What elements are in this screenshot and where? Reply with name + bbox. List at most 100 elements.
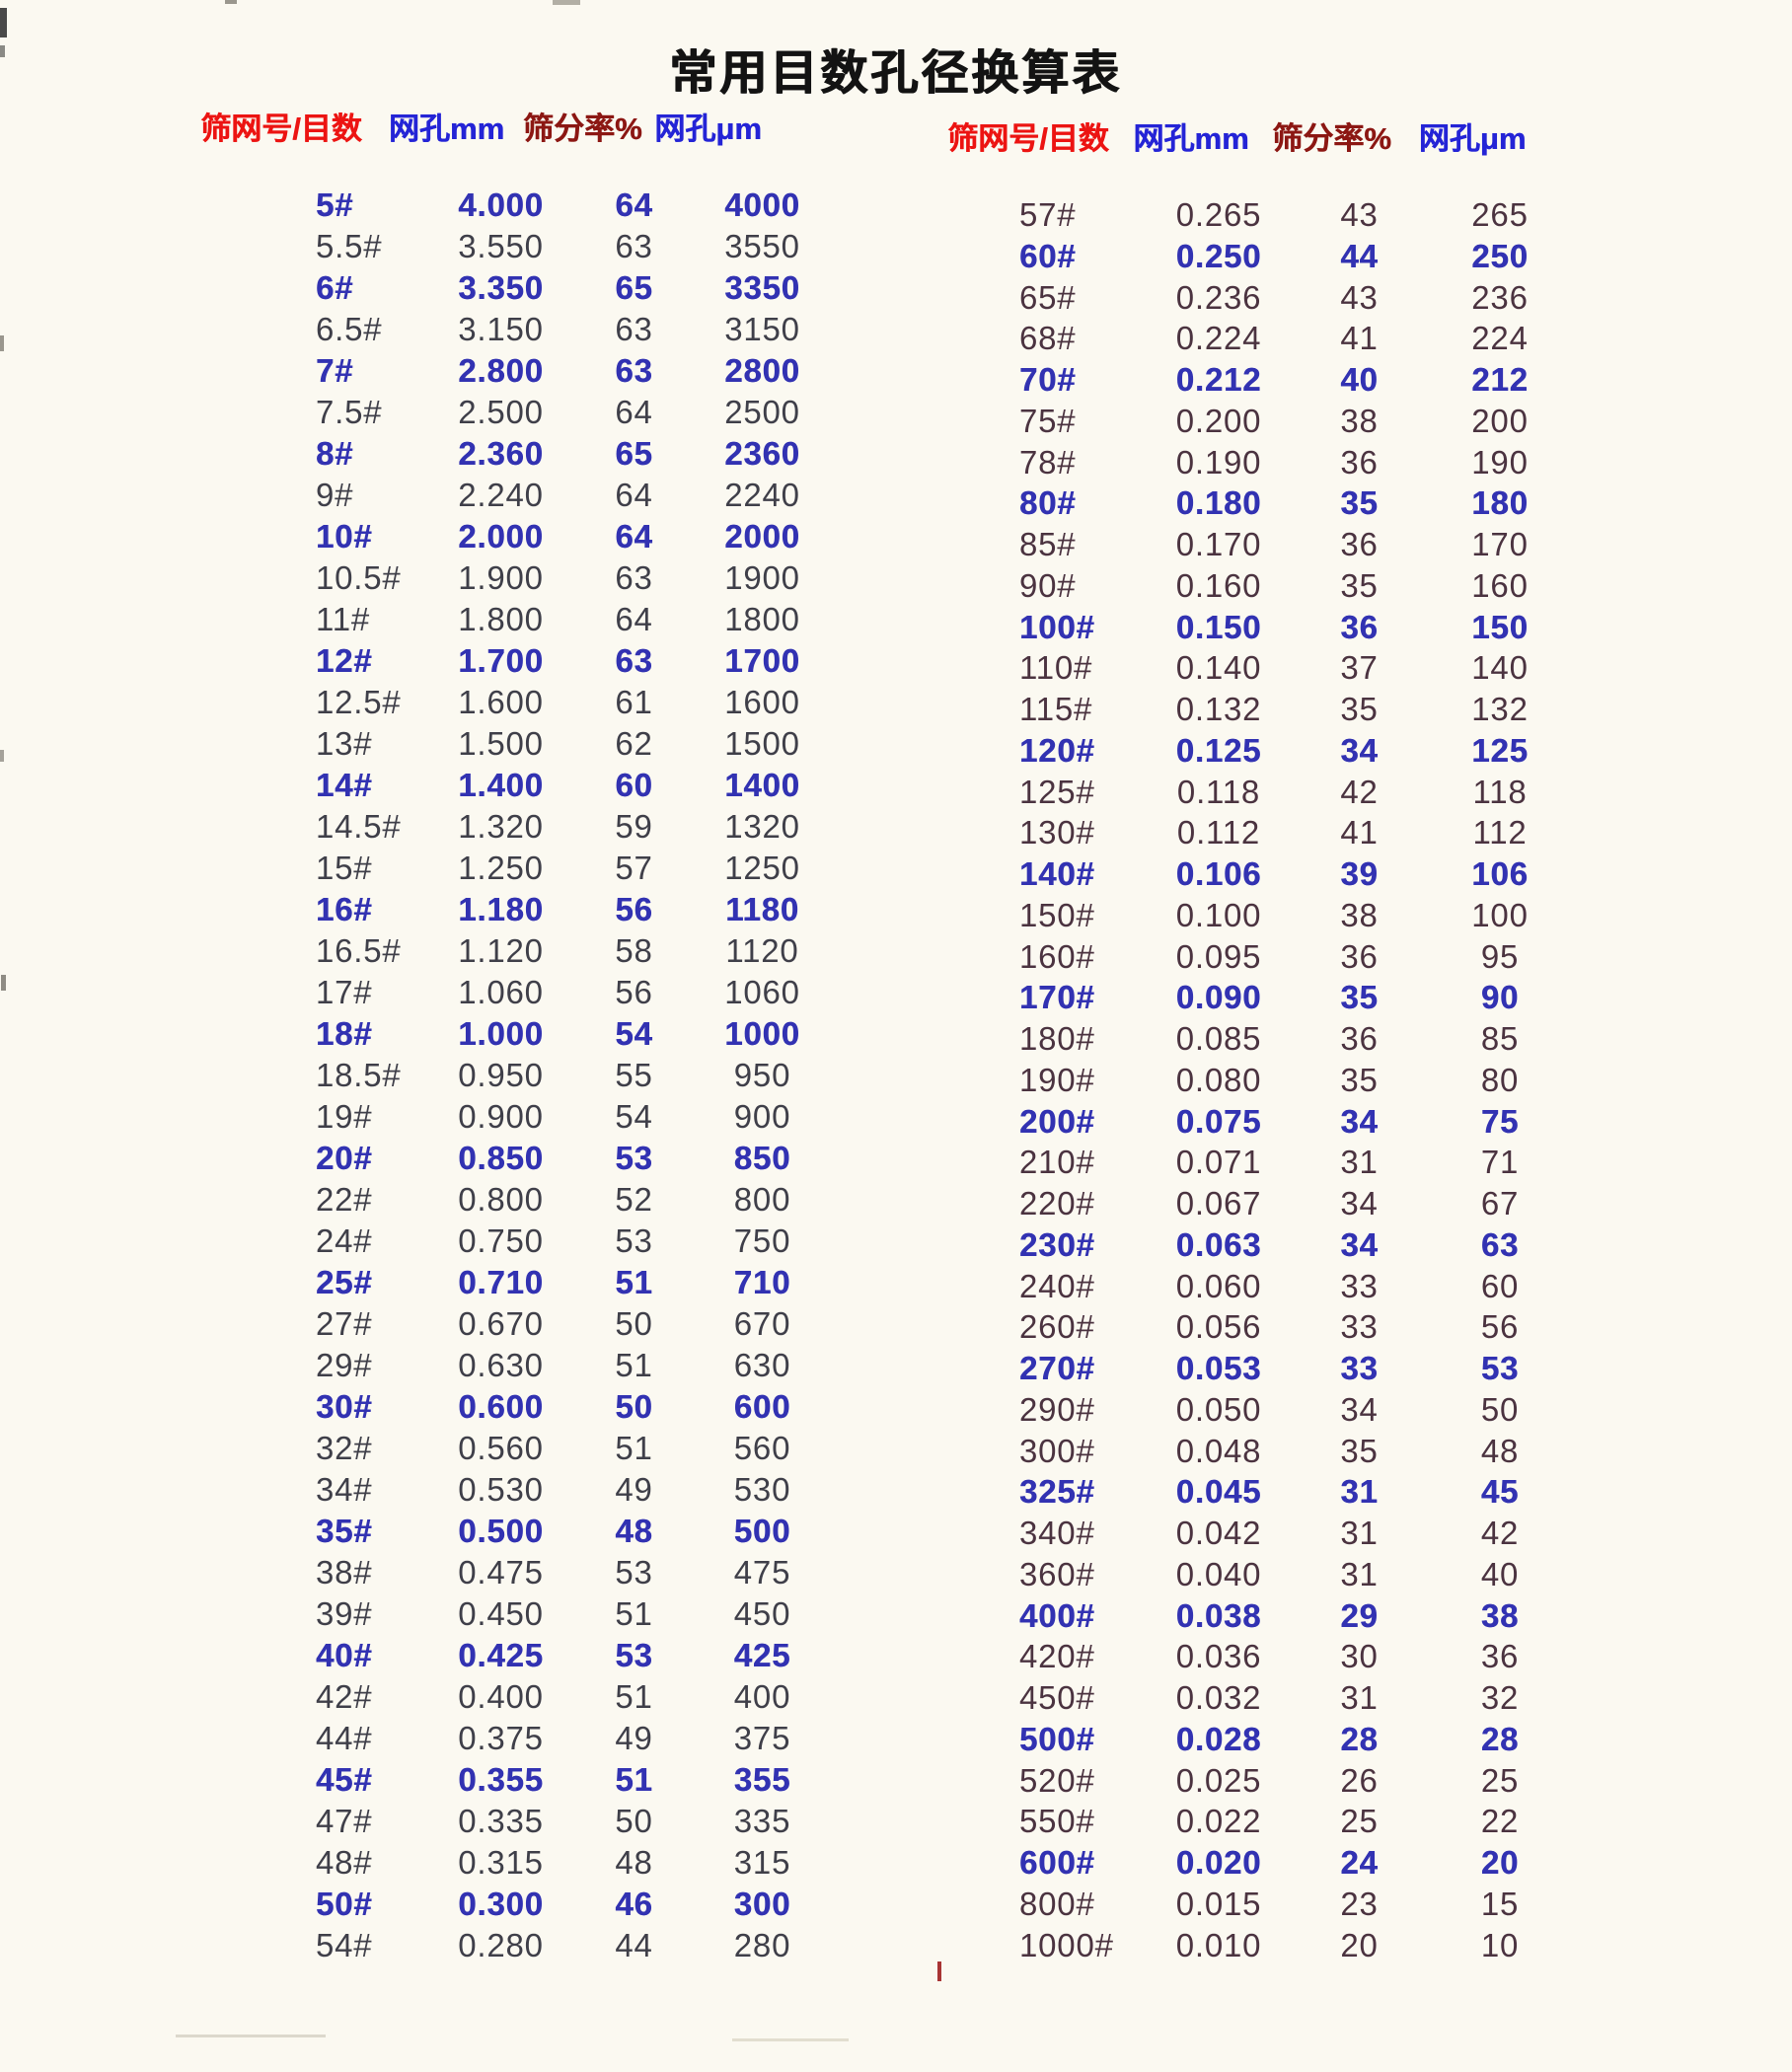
cell-rate: 37 [1340,649,1379,687]
scan-mark-red-tick [937,1961,941,1981]
cell-rate: 31 [1340,1144,1379,1181]
cell-mesh: 6.5# [316,311,383,347]
cell-rate: 33 [1340,1308,1379,1346]
table-row: 190# 0.080 35 80 [972,1060,1579,1101]
table-row: 5.5# 3.550 63 3550 [247,226,834,267]
cell-rate: 35 [1340,566,1379,604]
cell-um: 3350 [724,269,800,306]
cell-rate: 60 [615,767,653,803]
cell-rate: 51 [615,1761,653,1798]
cell-mesh: 5.5# [316,228,383,264]
cell-mesh: 230# [1019,1225,1095,1263]
table-row: 45# 0.355 51 355 [247,1759,834,1801]
cell-mm: 0.450 [458,1595,544,1632]
cell-mesh: 70# [1019,361,1077,398]
table-row: 420# 0.036 30 36 [972,1636,1579,1677]
table-row: 12.5# 1.600 61 1600 [247,682,834,723]
cell-mm: 0.080 [1175,1061,1262,1098]
cell-mesh: 10# [316,518,373,555]
cell-mesh: 340# [1019,1515,1095,1551]
cell-mm: 0.670 [458,1305,544,1342]
cell-mm: 4.000 [458,186,544,223]
cell-mm: 0.025 [1175,1761,1262,1799]
cell-rate: 30 [1340,1638,1379,1675]
cell-mm: 0.048 [1175,1432,1262,1469]
cell-rate: 20 [1340,1926,1379,1963]
cell-mm: 0.200 [1175,402,1262,439]
table-row: 230# 0.063 34 63 [972,1224,1579,1266]
cell-um: 335 [733,1803,791,1839]
cell-mesh: 180# [1019,1020,1095,1057]
table-row: 360# 0.040 31 40 [972,1554,1579,1595]
cell-mesh: 290# [1019,1390,1095,1428]
cell-mm: 0.150 [1175,608,1262,645]
cell-rate: 50 [615,1803,653,1839]
cell-mm: 0.475 [458,1554,544,1591]
cell-mesh: 240# [1019,1267,1095,1304]
cell-um: 112 [1472,814,1528,851]
cell-um: 400 [733,1678,791,1715]
cell-rate: 23 [1340,1885,1379,1922]
scan-edge-artifact [0,750,4,762]
cell-mm: 0.090 [1175,979,1262,1016]
cell-mesh: 110# [1019,649,1093,687]
cell-mesh: 160# [1019,937,1095,975]
cell-rate: 34 [1340,1102,1379,1140]
table-row: 6# 3.350 65 3350 [247,267,834,309]
column-header-mesh-number: 筛网号/目数 [947,121,1109,156]
cell-mesh: 65# [1019,278,1077,316]
cell-mesh: 360# [1019,1555,1095,1592]
cell-mesh: 47# [316,1803,373,1839]
cell-mm: 0.010 [1175,1926,1262,1963]
table-row: 10.5# 1.900 63 1900 [247,557,834,599]
cell-um: 67 [1480,1185,1520,1221]
cell-rate: 43 [1340,196,1379,233]
cell-mesh: 11# [316,601,371,637]
cell-rate: 26 [1340,1761,1379,1799]
cell-mm: 1.180 [458,891,544,927]
left-table-rows: 5# 4.000 64 4000 5.5# 3.550 63 3550 6# 3.350 65 335… [247,185,834,1966]
right-table-header: 筛网号/目数 网孔mm 筛分率% 网孔μm [944,116,1579,162]
cell-mm: 0.022 [1175,1803,1262,1840]
cell-um: 4000 [724,186,800,223]
cell-um: 425 [733,1637,791,1673]
cell-um: 300 [733,1886,791,1922]
table-row: 90# 0.160 35 160 [972,565,1579,607]
cell-mesh: 44# [316,1720,373,1756]
cell-mesh: 400# [1019,1596,1095,1634]
cell-um: 80 [1480,1061,1520,1098]
cell-mm: 1.500 [458,725,544,762]
column-header-sieving-rate: 筛分率% [1272,121,1391,156]
cell-mesh: 5# [316,186,354,223]
cell-mesh: 39# [316,1595,373,1632]
table-row: 7.5# 2.500 64 2500 [247,392,834,433]
scan-edge-artifact [553,0,580,5]
cell-rate: 36 [1340,1020,1379,1057]
cell-mm: 0.375 [458,1720,544,1756]
cell-mm: 0.060 [1175,1267,1262,1304]
cell-rate: 58 [615,932,653,969]
cell-mm: 0.042 [1175,1515,1262,1551]
cell-mm: 0.100 [1175,896,1262,933]
table-row: 47# 0.335 50 335 [247,1801,834,1842]
table-row: 27# 0.670 50 670 [247,1303,834,1345]
cell-um: 1250 [724,850,800,886]
cell-um: 1900 [724,559,800,596]
table-row: 17# 1.060 56 1060 [247,972,834,1013]
cell-um: 2360 [724,435,800,472]
cell-um: 132 [1471,691,1529,727]
cell-um: 75 [1480,1102,1520,1140]
column-header-aperture-um: 网孔μm [654,111,762,146]
table-row: 1000# 0.010 20 10 [972,1925,1579,1966]
table-row: 220# 0.067 34 67 [972,1183,1579,1224]
cell-um: 160 [1471,566,1529,604]
cell-mm: 0.335 [458,1803,544,1839]
cell-mesh: 7# [316,352,354,389]
cell-mesh: 200# [1019,1102,1095,1140]
cell-rate: 63 [615,642,653,679]
cell-um: 1320 [724,808,800,845]
table-row: 500# 0.028 28 28 [972,1719,1579,1760]
cell-rate: 62 [615,725,653,762]
cell-um: 1800 [724,601,800,637]
cell-mm: 0.028 [1175,1720,1262,1757]
